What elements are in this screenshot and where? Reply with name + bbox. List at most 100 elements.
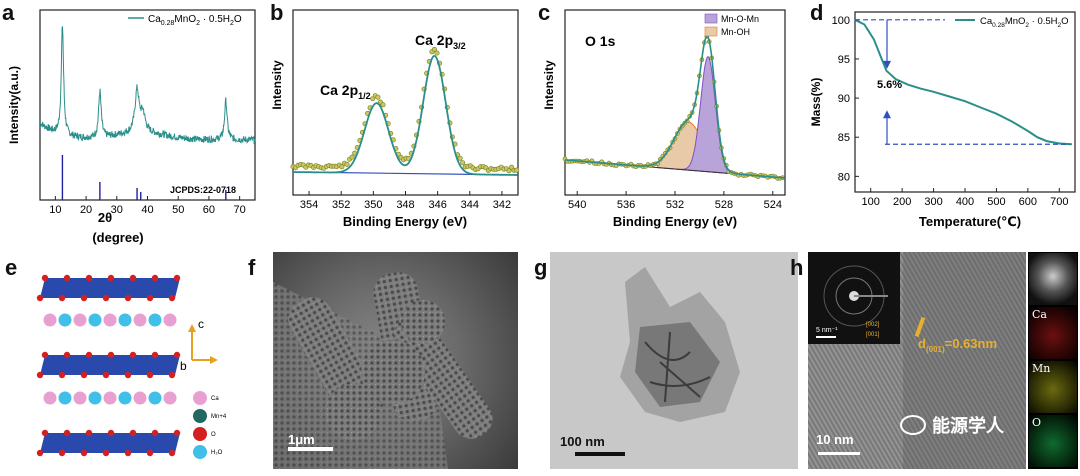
tga-x-tick-label: 300 xyxy=(924,196,942,208)
hrtem-overlay xyxy=(818,252,1026,469)
hrtem-scale-label: 10 nm xyxy=(816,432,854,447)
oxygen-atom xyxy=(36,294,44,302)
xrd-tick-label: 20 xyxy=(80,204,92,216)
axis-c-head xyxy=(188,324,196,332)
oxygen-atom xyxy=(129,274,137,282)
xrd-xlabel: 2θ xyxy=(98,210,112,225)
watermark-text: 能源学人 xyxy=(932,416,1004,437)
xps-ca-data-point xyxy=(380,102,386,108)
xrd-ylabel: Intensity(a.u.) xyxy=(7,66,21,144)
oxygen-atom xyxy=(80,449,88,457)
hrtem-lattice-region xyxy=(903,252,1026,469)
crystal-structure: c b Ca Mn+4 O H₂O xyxy=(36,274,227,459)
xps-o-ylabel: Intensity xyxy=(542,60,556,110)
tem-flake-inner xyxy=(635,322,720,407)
axis-b-head xyxy=(210,356,218,364)
xrd-tick-label: 40 xyxy=(141,204,153,216)
water-molecule xyxy=(58,391,72,405)
panel-g: g 100 nm xyxy=(520,250,800,471)
oxygen-atom xyxy=(146,371,154,379)
panel-label-a: a xyxy=(2,0,15,25)
saed-hkl-002: [002] xyxy=(866,322,880,328)
xps-ca-data-point xyxy=(506,168,512,174)
xps-o-xlabel: Binding Energy (eV) xyxy=(613,214,737,229)
tga-arrowhead-up xyxy=(883,110,891,119)
xps-o-tick-label: 528 xyxy=(715,199,733,211)
water-molecule xyxy=(88,391,102,405)
d-spacing-label: d(001)=0.63nm xyxy=(918,336,997,354)
sem-sphere-1 xyxy=(361,340,425,404)
mno2-layer xyxy=(40,433,180,453)
tem-scale-bar xyxy=(575,452,625,456)
watermark: 能源学人 xyxy=(900,412,1004,438)
xrd-reference-lines xyxy=(61,155,227,200)
panel-label-g: g xyxy=(534,255,548,280)
xrd-tick-label: 30 xyxy=(111,204,123,216)
legend-ca-text: Ca xyxy=(211,396,219,402)
eds-map-column: Ca Mn O xyxy=(1028,252,1078,469)
oxygen-atom xyxy=(36,449,44,457)
panel-label-f: f xyxy=(248,255,256,280)
wechat-icon xyxy=(900,415,926,435)
xps-ca-tick-label: 352 xyxy=(332,199,350,211)
water-molecule xyxy=(148,391,162,405)
oxygen-atom xyxy=(58,294,66,302)
xps-ca-data-points xyxy=(290,46,520,174)
calcium-ion xyxy=(103,313,117,327)
oxygen-atom xyxy=(146,294,154,302)
oxygen-atom xyxy=(107,274,115,282)
calcium-ion xyxy=(133,391,147,405)
eds-map-haadf xyxy=(1029,253,1077,305)
legend-o-text: O xyxy=(211,432,216,438)
tga-ylabel: Mass(%) xyxy=(809,78,823,127)
tga-x-tick-label: 500 xyxy=(987,196,1005,208)
tga-y-tick-label: 80 xyxy=(838,171,850,183)
legend-text-mn-oh: Mn-OH xyxy=(721,27,750,37)
calcium-ion xyxy=(73,391,87,405)
oxygen-atom xyxy=(102,294,110,302)
calcium-ion xyxy=(103,391,117,405)
panel-c: c 540 536 532 528 524 O 1s Mn-O-Mn Mn-OH Int… xyxy=(535,0,800,250)
saed-scale-bar xyxy=(816,336,836,338)
panel-a: a 10 20 30 40 50 60 70 Ca0.28MnO2 · 0.5H2O JCP… xyxy=(0,0,265,250)
panel-e: e c b Ca Mn+4 O H₂O xyxy=(0,250,245,471)
tga-legend-text: Ca0.28MnO2 · 0.5H2O xyxy=(980,16,1069,29)
legend-mn-atom xyxy=(193,409,207,423)
panel-b: b 354 352 350 348 346 344 342 Ca 2p1/2 Ca 2p3/… xyxy=(265,0,525,250)
panel-label-c: c xyxy=(538,0,551,25)
xps-ca-chart: 354 352 350 348 346 344 342 Ca 2p1/2 Ca 2p3/2 … xyxy=(270,9,520,229)
panel-label-b: b xyxy=(270,0,284,25)
oxygen-atom xyxy=(41,351,49,359)
oxygen-atom xyxy=(85,274,93,282)
panel-label-d: d xyxy=(810,0,824,25)
sem-sphere-3 xyxy=(401,300,445,344)
tga-y-tick-label: 90 xyxy=(838,93,850,105)
oxygen-atom xyxy=(168,371,176,379)
tga-arrowhead-down xyxy=(883,60,891,69)
calcium-ion xyxy=(163,313,177,327)
xps-o-tick-label: 540 xyxy=(568,199,586,211)
legend-ca-atom xyxy=(193,391,207,405)
legend-swatch-mn-oh xyxy=(704,26,718,37)
xrd-tick-label: 50 xyxy=(172,204,184,216)
xps-o-x-ticks: 540 536 532 528 524 xyxy=(568,191,782,211)
xps-ca-tick-label: 346 xyxy=(428,199,446,211)
tga-mass-loss: 5.6% xyxy=(877,79,902,91)
xps-ca-data-point xyxy=(431,46,437,52)
legend-h2o-atom xyxy=(193,445,207,459)
xps-o-tick-label: 536 xyxy=(617,199,635,211)
calcium-ion xyxy=(43,391,57,405)
oxygen-atom xyxy=(58,449,66,457)
tga-x-tick-label: 700 xyxy=(1050,196,1068,208)
xps-ca-tick-label: 348 xyxy=(396,199,414,211)
oxygen-atom xyxy=(107,351,115,359)
sem-scale-label: 1μm xyxy=(288,432,315,447)
calcium-ion xyxy=(73,313,87,327)
oxygen-atom xyxy=(168,294,176,302)
xrd-axes-frame xyxy=(39,9,256,201)
oxygen-atom xyxy=(80,371,88,379)
legend-swatch-mn-o-mn xyxy=(704,13,718,24)
o1s-title: O 1s xyxy=(585,33,616,49)
oxygen-atom xyxy=(36,371,44,379)
hrtem-image: 5 nm⁻¹ [002] [001] d(001)=0.63nm 10 nm 能… xyxy=(808,252,1026,469)
